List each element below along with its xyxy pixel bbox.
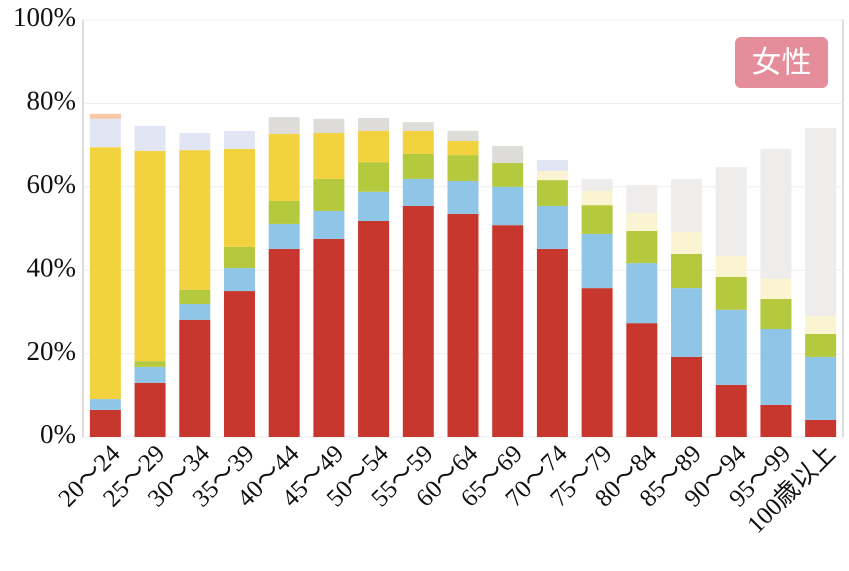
- bar-segment: [402, 153, 434, 179]
- annotation: 女性: [752, 46, 812, 81]
- bar-segment: [715, 384, 747, 437]
- bar-segment: [223, 148, 255, 247]
- bar-segment: [268, 117, 300, 134]
- bar-segment: [447, 130, 479, 141]
- y-tick-label: 20%: [27, 336, 77, 366]
- bar-segment: [626, 231, 658, 264]
- bar-segment: [626, 323, 658, 437]
- bar-segment: [268, 200, 300, 224]
- bar-segment: [134, 150, 166, 362]
- bar-segment: [671, 288, 703, 357]
- bar-segment: [715, 309, 747, 385]
- bar-segment: [89, 113, 121, 119]
- y-tick-label: 80%: [27, 86, 77, 116]
- y-tick-label: 0%: [40, 419, 76, 449]
- bar-segment: [223, 291, 255, 437]
- bar-segment: [671, 356, 703, 437]
- bar-segment: [760, 328, 792, 405]
- bar-segment: [492, 225, 524, 437]
- y-tick-label: 60%: [27, 169, 77, 199]
- bar-segment: [447, 213, 479, 437]
- bar-segment: [313, 118, 345, 134]
- bar-segment: [671, 178, 703, 232]
- bar-segment: [536, 180, 568, 206]
- bar-segment: [581, 178, 613, 191]
- bar-segment: [671, 253, 703, 289]
- bar-segment: [447, 155, 479, 181]
- bar-segment: [358, 220, 390, 437]
- bar-segment: [134, 361, 166, 367]
- bar-segment: [581, 205, 613, 234]
- bar-segment: [536, 248, 568, 437]
- bar-segment: [760, 278, 792, 299]
- bar-segment: [805, 128, 837, 317]
- bar-segment: [492, 163, 524, 187]
- bar-segment: [134, 382, 166, 437]
- bar-segment: [358, 162, 390, 192]
- bar-segment: [402, 205, 434, 437]
- bar-segment: [581, 233, 613, 289]
- bar-segment: [223, 246, 255, 269]
- bar-segment: [313, 133, 345, 179]
- bar-segment: [358, 191, 390, 221]
- bar-segment: [626, 263, 658, 324]
- bar-segment: [179, 289, 211, 304]
- bar-segment: [626, 185, 658, 214]
- y-tick-label: 100%: [13, 2, 76, 32]
- bar-segment: [536, 205, 568, 249]
- bar-segment: [671, 231, 703, 254]
- bar-segment: [268, 248, 300, 437]
- bar-segment: [223, 268, 255, 292]
- bar-segment: [447, 180, 479, 214]
- bar-segment: [89, 118, 121, 148]
- bar-segment: [313, 210, 345, 239]
- bar-segment: [358, 130, 390, 163]
- bar-segment: [223, 130, 255, 149]
- bar-segment: [715, 256, 747, 277]
- bar-segment: [313, 178, 345, 211]
- bar-segment: [134, 366, 166, 383]
- bar-segment: [402, 122, 434, 131]
- bar-segment: [581, 190, 613, 206]
- bar-segment: [134, 125, 166, 151]
- bar-segment: [89, 409, 121, 437]
- bar-segment: [626, 213, 658, 232]
- bar-segment: [715, 276, 747, 310]
- bar-segment: [492, 145, 524, 164]
- bar-segment: [358, 117, 390, 131]
- bar-segment: [179, 303, 211, 320]
- bar-segment: [402, 130, 434, 154]
- bar-segment: [447, 140, 479, 156]
- bar-segment: [179, 319, 211, 437]
- bar-segment: [492, 186, 524, 226]
- bar-segment: [268, 223, 300, 249]
- bar-segment: [760, 404, 792, 437]
- bar-segment: [179, 133, 211, 151]
- bar-segment: [760, 148, 792, 279]
- bar-segment: [805, 316, 837, 335]
- y-tick-label: 40%: [27, 252, 77, 282]
- bar-segment: [805, 334, 837, 357]
- bar-segment: [805, 419, 837, 437]
- bar-segment: [536, 170, 568, 181]
- bar-segment: [89, 147, 121, 400]
- bar-segment: [581, 288, 613, 437]
- bar-segment: [268, 133, 300, 201]
- bar-segment: [715, 167, 747, 257]
- bar-segment: [313, 238, 345, 437]
- bar-segment: [89, 399, 121, 410]
- bar-segment: [760, 298, 792, 329]
- bar-segment: [402, 178, 434, 206]
- bar-segment: [179, 150, 211, 290]
- annotation-box: [735, 37, 828, 88]
- bar-segment: [536, 160, 568, 171]
- bar-segment: [805, 356, 837, 420]
